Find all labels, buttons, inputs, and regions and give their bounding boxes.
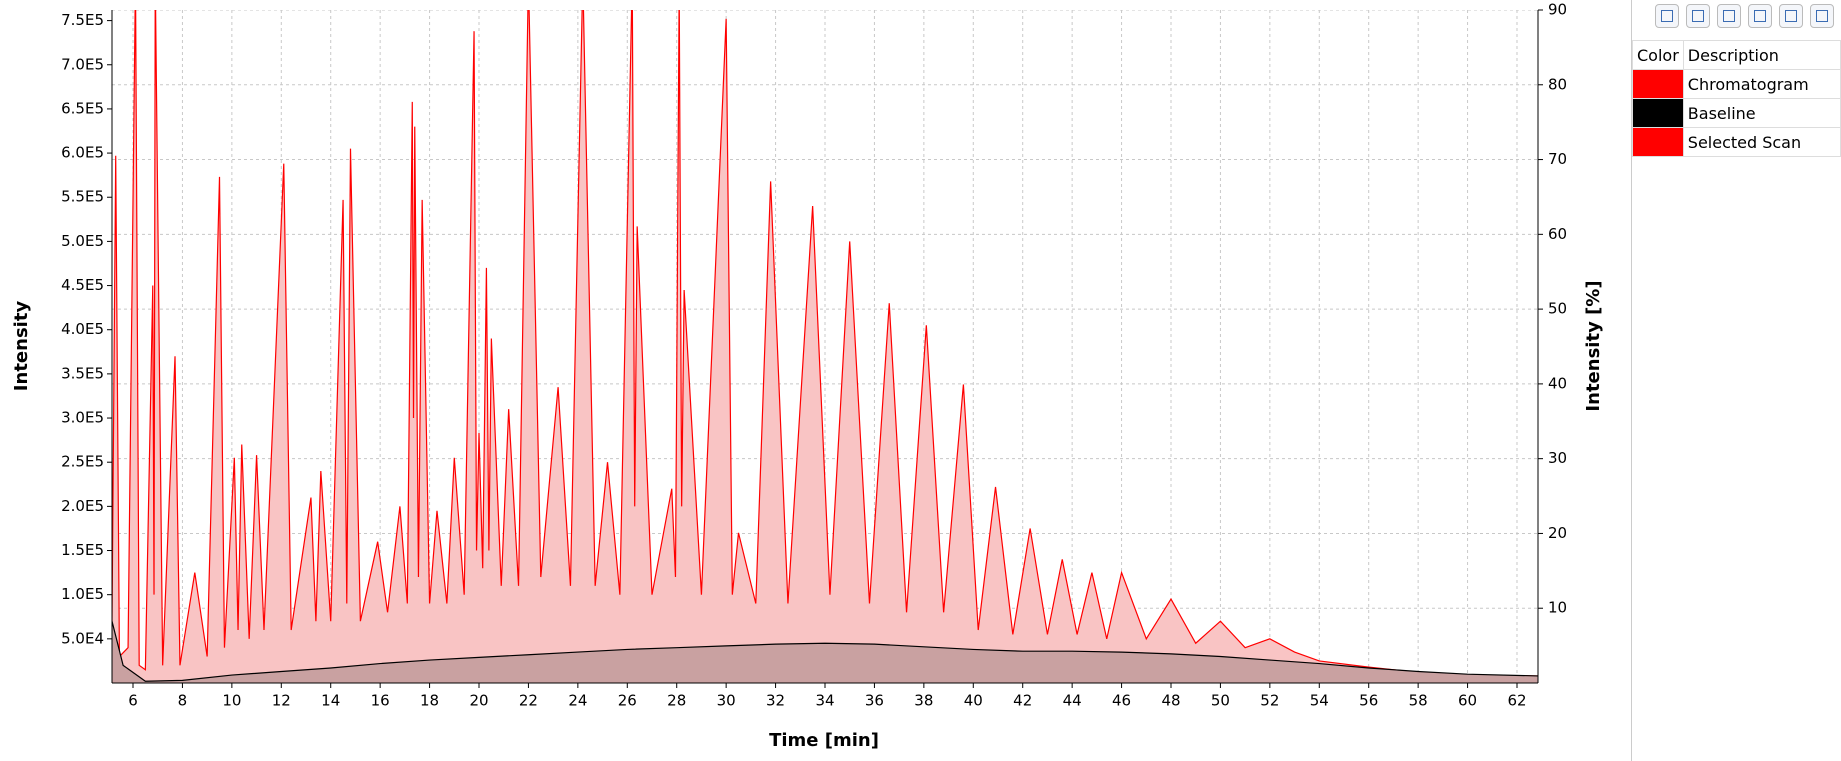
legend-label: Baseline bbox=[1682, 98, 1841, 128]
y-tick-label: 4.0E5 bbox=[61, 320, 104, 338]
y2-tick-label: 80 bbox=[1548, 75, 1567, 93]
copy-button[interactable] bbox=[1655, 4, 1679, 28]
x-tick-label: 22 bbox=[519, 692, 538, 710]
y2-tick-label: 40 bbox=[1548, 374, 1567, 392]
y-tick-label: 3.5E5 bbox=[61, 364, 104, 382]
sort-button[interactable] bbox=[1717, 4, 1741, 28]
x-tick-label: 46 bbox=[1112, 692, 1131, 710]
x-tick-label: 28 bbox=[667, 692, 686, 710]
x-tick-label: 44 bbox=[1063, 692, 1082, 710]
y2-tick-label: 70 bbox=[1548, 150, 1567, 168]
x-tick-label: 16 bbox=[371, 692, 390, 710]
x-tick-label: 26 bbox=[618, 692, 637, 710]
y-tick-label: 7.0E5 bbox=[61, 55, 104, 73]
chart-button[interactable] bbox=[1748, 4, 1772, 28]
x-tick-label: 42 bbox=[1013, 692, 1032, 710]
x-tick-label: 12 bbox=[272, 692, 291, 710]
y-tick-label: 5.0E4 bbox=[61, 629, 104, 647]
x-tick-label: 30 bbox=[717, 692, 736, 710]
x-tick-label: 32 bbox=[766, 692, 785, 710]
y-tick-label: 1.0E5 bbox=[61, 585, 104, 603]
legend-row[interactable]: Chromatogram bbox=[1632, 69, 1841, 99]
y2-tick-label: 60 bbox=[1548, 225, 1567, 243]
y-tick-label: 3.0E5 bbox=[61, 409, 104, 427]
x-tick-label: 50 bbox=[1211, 692, 1230, 710]
plot-area bbox=[112, 10, 1538, 683]
x-axis-title: Time [min] bbox=[769, 730, 879, 751]
legend-label: Chromatogram bbox=[1682, 69, 1841, 99]
y-tick-label: 2.0E5 bbox=[61, 497, 104, 515]
line bbox=[112, 10, 1538, 677]
y2-axis-title: Intensity [%] bbox=[1583, 280, 1604, 411]
x-tick-label: 36 bbox=[865, 692, 884, 710]
x-tick-label: 6 bbox=[128, 692, 138, 710]
legend-swatch bbox=[1632, 127, 1684, 157]
x-tick-label: 20 bbox=[469, 692, 488, 710]
area bbox=[112, 621, 1538, 683]
x-tick-label: 10 bbox=[222, 692, 241, 710]
x-tick-label: 14 bbox=[321, 692, 340, 710]
line bbox=[112, 621, 1538, 682]
legend-row[interactable]: Selected Scan bbox=[1632, 127, 1841, 157]
legend: Color Description Chromatogram Baseline Se… bbox=[1632, 40, 1841, 157]
x-tick-label: 62 bbox=[1507, 692, 1526, 710]
y-tick-label: 5.5E5 bbox=[61, 188, 104, 206]
y2-tick-label: 30 bbox=[1548, 449, 1567, 467]
y-tick-label: 5.0E5 bbox=[61, 232, 104, 250]
header-cell: Color bbox=[1632, 40, 1684, 70]
y-tick-label: 1.5E5 bbox=[61, 541, 104, 559]
chart: Time [min] Intensity Intensity [%] 6 8 10 1… bbox=[11, 1, 1604, 752]
x-tick-label: 34 bbox=[815, 692, 834, 710]
x-tick-label: 8 bbox=[178, 692, 188, 710]
x-tick-label: 60 bbox=[1458, 692, 1477, 710]
y-tick-label: 7.5E5 bbox=[61, 11, 104, 29]
y-tick-label: 6.0E5 bbox=[61, 144, 104, 162]
x-tick-label: 56 bbox=[1359, 692, 1378, 710]
x-tick-label: 48 bbox=[1161, 692, 1180, 710]
x-tick-label: 52 bbox=[1260, 692, 1279, 710]
x-tick-label: 54 bbox=[1310, 692, 1329, 710]
legend-swatch bbox=[1632, 98, 1684, 128]
y-axis-title: Intensity bbox=[11, 301, 32, 392]
x-tick-label: 24 bbox=[568, 692, 587, 710]
book-button[interactable] bbox=[1779, 4, 1803, 28]
x-tick-label: 18 bbox=[420, 692, 439, 710]
x-tick-label: 40 bbox=[964, 692, 983, 710]
x-tick-label: 58 bbox=[1409, 692, 1428, 710]
y2-tick-label: 90 bbox=[1548, 1, 1567, 19]
y-tick-label: 2.5E5 bbox=[61, 453, 104, 471]
legend-label: Selected Scan bbox=[1682, 127, 1841, 157]
legend-swatch bbox=[1632, 69, 1684, 99]
y2-tick-label: 20 bbox=[1548, 524, 1567, 542]
area bbox=[112, 10, 1538, 683]
list-button[interactable] bbox=[1686, 4, 1710, 28]
y-tick-label: 6.5E5 bbox=[61, 99, 104, 117]
legend-row[interactable]: Baseline bbox=[1632, 98, 1841, 128]
settings-button[interactable] bbox=[1810, 4, 1834, 28]
x-tick-label: 38 bbox=[914, 692, 933, 710]
y2-tick-label: 50 bbox=[1548, 300, 1567, 318]
y-tick-label: 4.5E5 bbox=[61, 276, 104, 294]
header-cell: Description bbox=[1682, 40, 1841, 70]
y2-tick-label: 10 bbox=[1548, 599, 1567, 617]
panel-divider bbox=[1631, 0, 1632, 761]
legend-header: Color Description bbox=[1632, 40, 1841, 70]
